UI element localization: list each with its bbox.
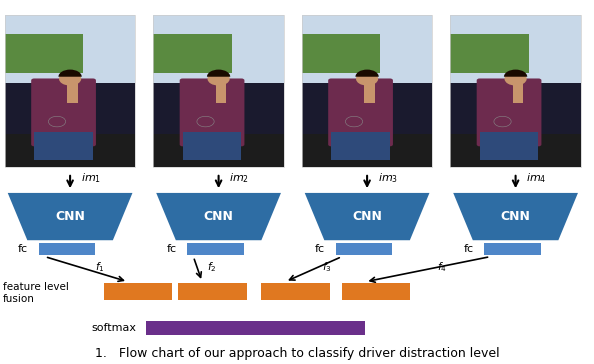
Text: CNN: CNN xyxy=(55,210,85,223)
Circle shape xyxy=(42,112,72,131)
Text: $f_{4}$: $f_{4}$ xyxy=(437,260,447,274)
Bar xyxy=(302,15,432,167)
Bar xyxy=(153,134,284,167)
Bar xyxy=(302,35,380,73)
Text: CNN: CNN xyxy=(204,210,233,223)
Bar xyxy=(302,134,432,167)
FancyBboxPatch shape xyxy=(179,79,245,146)
Bar xyxy=(5,134,135,167)
FancyBboxPatch shape xyxy=(476,79,542,146)
Text: softmax: softmax xyxy=(91,323,137,333)
Wedge shape xyxy=(207,70,230,77)
Circle shape xyxy=(190,112,221,131)
Bar xyxy=(365,76,375,103)
Bar xyxy=(153,35,232,73)
Bar xyxy=(178,283,247,300)
Text: CNN: CNN xyxy=(352,210,382,223)
Circle shape xyxy=(207,72,230,86)
Bar xyxy=(146,321,365,335)
Polygon shape xyxy=(305,193,429,240)
Circle shape xyxy=(504,72,527,86)
Bar xyxy=(336,243,392,255)
Text: $f_{1}$: $f_{1}$ xyxy=(95,260,105,274)
Bar xyxy=(450,15,581,167)
Text: feature level: feature level xyxy=(3,282,69,292)
FancyBboxPatch shape xyxy=(31,79,96,146)
Text: fc: fc xyxy=(166,244,177,254)
Bar xyxy=(450,15,581,167)
Polygon shape xyxy=(156,193,281,240)
Text: CNN: CNN xyxy=(501,210,530,223)
Text: $im_{3}$: $im_{3}$ xyxy=(378,171,398,185)
Circle shape xyxy=(59,72,81,86)
Bar xyxy=(479,132,538,160)
Bar xyxy=(5,35,83,73)
Bar xyxy=(5,15,135,167)
Circle shape xyxy=(356,72,378,86)
Bar xyxy=(5,15,135,167)
Circle shape xyxy=(339,112,369,131)
Polygon shape xyxy=(8,193,132,240)
Bar xyxy=(450,35,529,73)
Bar xyxy=(104,283,172,300)
Bar xyxy=(261,283,330,300)
Wedge shape xyxy=(504,70,527,77)
Circle shape xyxy=(487,112,518,131)
Bar xyxy=(68,76,78,103)
Text: fc: fc xyxy=(18,244,28,254)
Text: fc: fc xyxy=(315,244,326,254)
Text: $f_{2}$: $f_{2}$ xyxy=(207,260,216,274)
Bar xyxy=(216,76,226,103)
Bar xyxy=(302,15,432,83)
Bar xyxy=(183,132,241,160)
Text: fc: fc xyxy=(463,244,473,254)
Bar xyxy=(450,134,581,167)
Bar xyxy=(34,132,93,160)
Text: $im_{4}$: $im_{4}$ xyxy=(526,171,546,185)
Polygon shape xyxy=(453,193,578,240)
Bar xyxy=(450,15,581,83)
Wedge shape xyxy=(355,70,379,77)
Bar xyxy=(153,15,284,167)
Bar xyxy=(331,132,390,160)
Text: $im_{1}$: $im_{1}$ xyxy=(81,171,101,185)
Bar xyxy=(5,15,135,83)
Bar xyxy=(153,15,284,167)
Text: $im_{2}$: $im_{2}$ xyxy=(229,171,249,185)
Bar xyxy=(39,243,95,255)
Text: $f_{3}$: $f_{3}$ xyxy=(323,260,332,274)
Bar xyxy=(153,15,284,83)
Bar xyxy=(188,243,244,255)
Text: fusion: fusion xyxy=(3,294,35,304)
Wedge shape xyxy=(58,70,82,77)
Text: 1.   Flow chart of our approach to classify driver distraction level: 1. Flow chart of our approach to classif… xyxy=(94,347,500,360)
Bar xyxy=(513,76,523,103)
FancyBboxPatch shape xyxy=(328,79,393,146)
Bar xyxy=(484,243,541,255)
Bar xyxy=(342,283,410,300)
Bar xyxy=(302,15,432,167)
